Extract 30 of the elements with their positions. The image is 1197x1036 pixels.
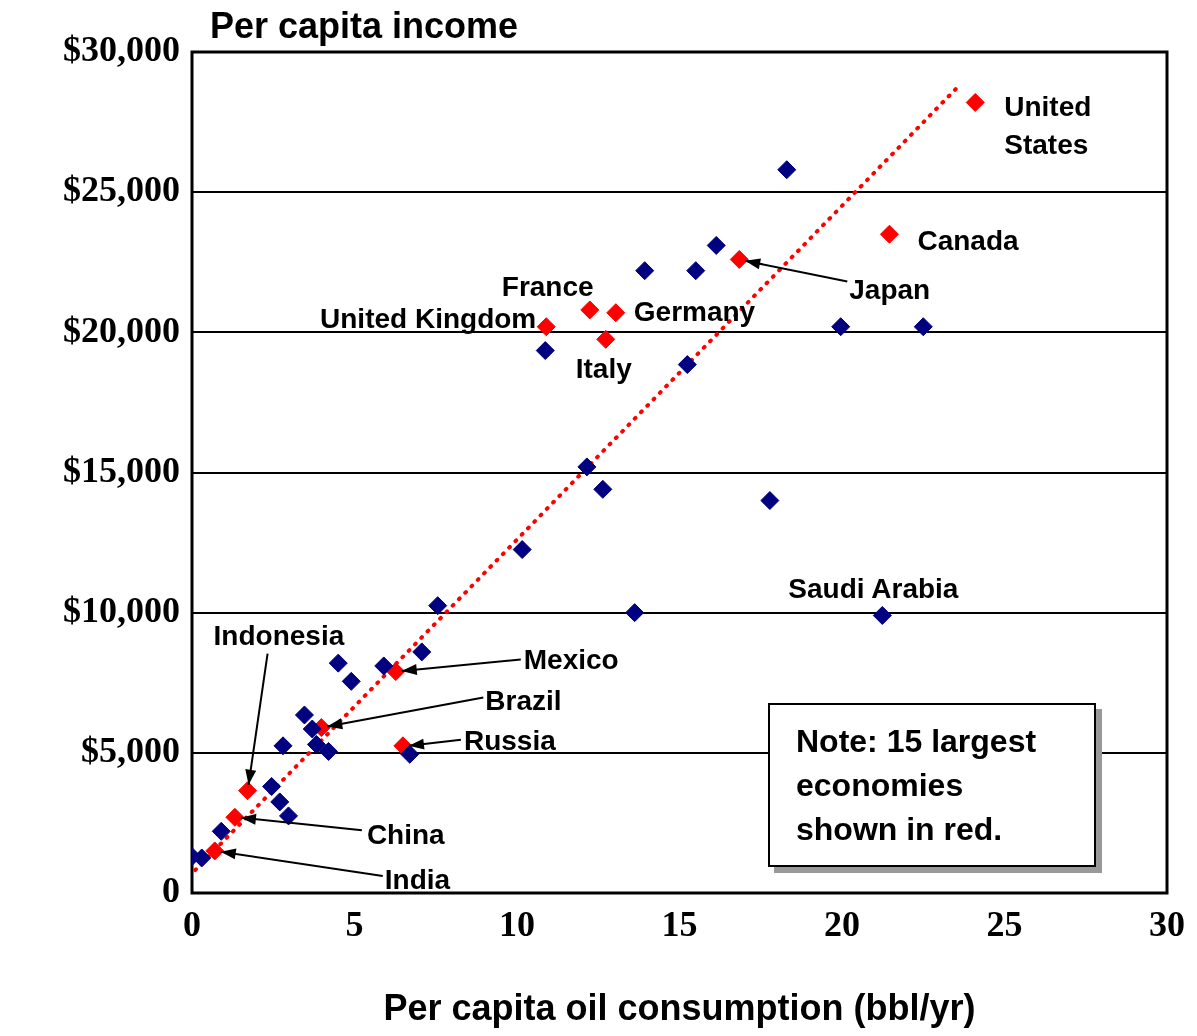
y-tick-label: 0 — [162, 870, 180, 911]
annotation: France — [501, 270, 594, 302]
x-tick-label: 5 — [345, 903, 364, 944]
y-tick-label: $10,000 — [63, 589, 180, 630]
x-tick-label: 30 — [1149, 903, 1185, 944]
annotation: Saudi Arabia — [788, 573, 959, 605]
annotation: United States — [1004, 91, 1092, 161]
y-tick-label: $25,000 — [63, 169, 180, 210]
annotation: Japan — [849, 274, 931, 306]
annotation: Italy — [575, 353, 633, 385]
y-tick-label: $15,000 — [63, 449, 180, 490]
y-tick-label: $20,000 — [63, 309, 180, 350]
annotation: Russia — [463, 724, 557, 756]
x-tick-label: 10 — [499, 903, 535, 944]
y-tick-label: $30,000 — [63, 29, 180, 70]
x-tick-label: 25 — [986, 903, 1023, 944]
x-tick-label: 20 — [824, 903, 860, 944]
annotation: Note: 15 largest economies shown in red. — [768, 703, 1096, 867]
annotation: Mexico — [523, 643, 619, 675]
x-axis-title: Per capita oil consumption (bbl/yr) — [383, 987, 976, 1029]
chart-title: Per capita income — [210, 5, 519, 46]
x-tick-label: 15 — [661, 903, 698, 944]
y-tick-label: $5,000 — [81, 730, 180, 771]
annotation: Canada — [917, 225, 1020, 257]
annotation: Brazil — [485, 684, 562, 716]
annotation: Indonesia — [213, 619, 345, 651]
annotation: Germany — [633, 295, 756, 327]
annotation: India — [384, 863, 451, 895]
annotation: China — [366, 819, 446, 851]
annotation: United Kingdom — [320, 302, 537, 334]
